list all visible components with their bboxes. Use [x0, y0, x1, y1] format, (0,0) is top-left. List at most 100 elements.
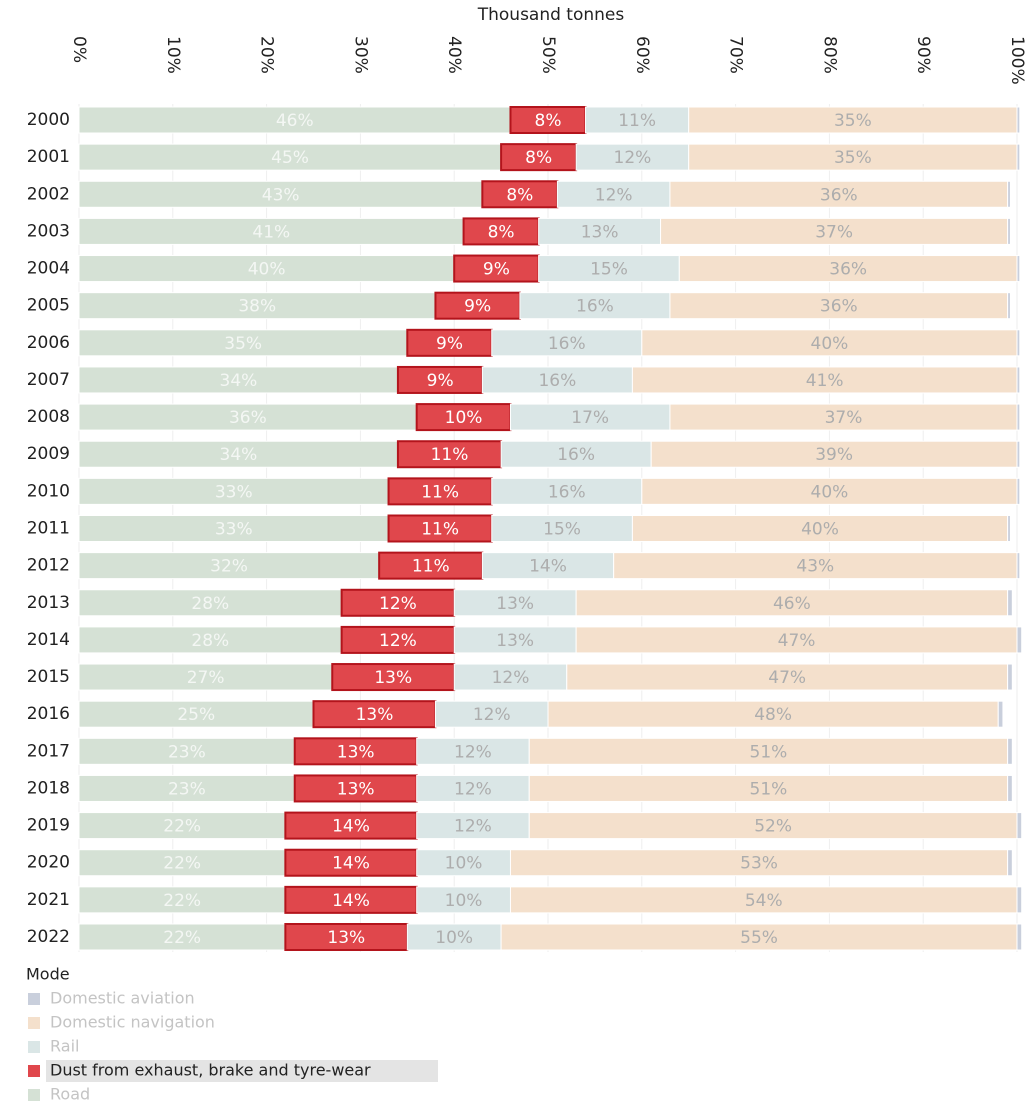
data-label: 13%	[496, 594, 534, 614]
bar-segment	[575, 626, 1018, 654]
data-label: 48%	[754, 705, 792, 725]
legend-label: Domestic navigation	[50, 1013, 215, 1032]
bar-segment	[481, 366, 633, 394]
bar-segment	[1016, 366, 1021, 394]
data-label: 37%	[825, 408, 863, 428]
data-label: 55%	[740, 928, 778, 948]
data-label: 14%	[529, 557, 567, 577]
bar-segment	[78, 180, 483, 208]
bar-segment	[556, 180, 671, 208]
bar-segment	[78, 886, 286, 914]
legend-swatch	[28, 1041, 40, 1053]
data-label: 52%	[754, 817, 792, 837]
data-label: 41%	[252, 222, 290, 242]
data-label: 8%	[506, 185, 533, 205]
bar-segment	[284, 885, 418, 914]
bar-segment	[284, 811, 418, 840]
legend-swatch	[28, 1065, 40, 1077]
data-label: 36%	[820, 297, 858, 317]
bar-segment	[1016, 255, 1021, 283]
bar-segment	[491, 515, 633, 542]
bar-segment	[500, 143, 578, 172]
data-label: 12%	[492, 668, 530, 688]
data-label: 32%	[210, 557, 248, 577]
legend-swatch	[28, 993, 40, 1005]
data-label: 9%	[483, 260, 510, 280]
bar-segment	[509, 886, 1018, 914]
bar-segment	[481, 552, 615, 580]
x-tick-label: 60%	[632, 36, 652, 74]
bar-segment	[1007, 774, 1013, 802]
data-label: 12%	[473, 705, 511, 725]
data-label: 51%	[750, 779, 788, 799]
bar-segment	[78, 700, 314, 728]
x-tick-label: 20%	[257, 36, 277, 74]
bar-segment	[1007, 292, 1011, 320]
data-label: 11%	[421, 520, 459, 540]
data-label: 40%	[801, 520, 839, 540]
y-tick-label: 2022	[27, 927, 70, 947]
bar-segment	[78, 143, 502, 171]
bar-segment	[500, 440, 652, 468]
data-label: 12%	[454, 742, 492, 762]
bar-segment	[631, 515, 1009, 542]
bar-segment	[396, 365, 484, 394]
y-tick-label: 2018	[27, 778, 70, 798]
bar-segment	[416, 849, 511, 877]
bar-segment	[1016, 403, 1021, 431]
data-label: 36%	[820, 185, 858, 205]
bar-segment	[1016, 440, 1021, 468]
bar-segment	[538, 217, 662, 245]
y-tick-label: 2007	[27, 370, 70, 390]
data-label: 14%	[332, 854, 370, 874]
bar-segment	[688, 106, 1018, 134]
data-label: 47%	[768, 668, 806, 688]
bar-segment	[78, 626, 343, 654]
data-label: 12%	[454, 817, 492, 837]
data-label: 46%	[276, 111, 314, 131]
data-label: 28%	[191, 594, 229, 614]
y-tick-label: 2012	[27, 556, 70, 576]
data-label: 34%	[220, 445, 258, 465]
data-label: 40%	[811, 334, 849, 354]
bar-segment	[1007, 515, 1011, 542]
bar-segment	[78, 217, 465, 245]
bar-segment	[78, 366, 399, 394]
y-tick-label: 2016	[27, 704, 70, 724]
y-tick-label: 2015	[27, 667, 70, 687]
bar-segment	[538, 255, 680, 283]
bar-segment	[340, 625, 456, 654]
x-tick-label: 90%	[913, 36, 933, 74]
data-label: 13%	[337, 742, 375, 762]
bar-segment	[453, 589, 577, 617]
bar-segment	[78, 589, 343, 617]
data-label: 10%	[435, 928, 473, 948]
data-label: 22%	[163, 817, 201, 837]
bar-segment	[1016, 106, 1021, 134]
data-label: 12%	[614, 148, 652, 168]
data-label: 15%	[590, 260, 628, 280]
bar-segment	[575, 589, 1009, 617]
x-tick-label: 0%	[69, 36, 89, 63]
bar-segment	[519, 292, 671, 320]
bar-segment	[1007, 663, 1013, 691]
bar-segment	[1016, 143, 1021, 171]
y-tick-label: 2001	[27, 147, 70, 167]
data-label: 17%	[571, 408, 609, 428]
data-label: 54%	[745, 891, 783, 911]
data-label: 16%	[538, 371, 576, 391]
bar-segment	[1007, 589, 1013, 617]
data-label: 8%	[525, 148, 552, 168]
bar-segment	[434, 291, 521, 320]
data-label: 12%	[595, 185, 633, 205]
bar-segment	[340, 588, 456, 617]
legend-swatch	[28, 1089, 40, 1101]
bar-segment	[78, 255, 455, 283]
x-tick-label: 70%	[726, 36, 746, 74]
bar-segment	[575, 143, 690, 171]
bar-segment	[491, 329, 643, 357]
x-tick-label: 40%	[444, 36, 464, 74]
bar-segment	[293, 774, 418, 803]
data-label: 33%	[215, 482, 253, 502]
